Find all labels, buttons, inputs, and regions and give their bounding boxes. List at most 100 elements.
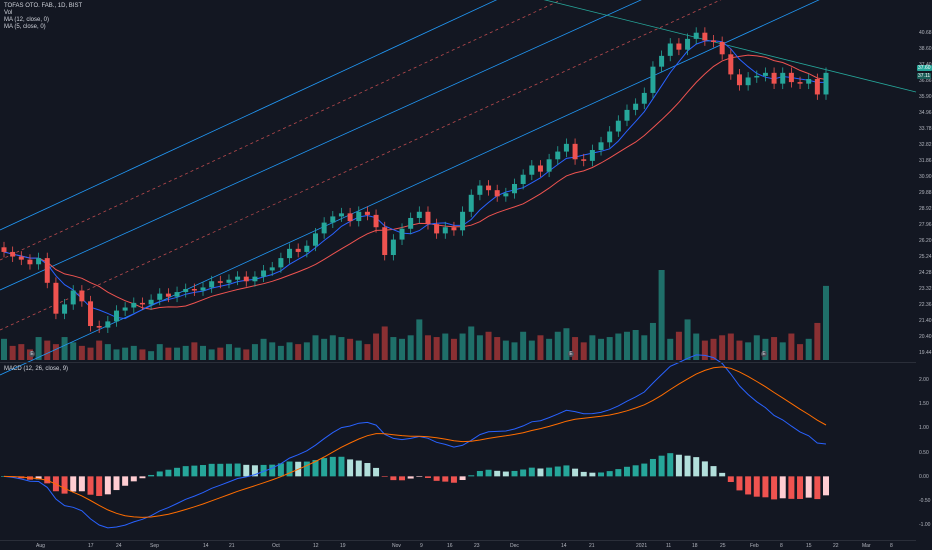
candle-body [477, 185, 483, 195]
volume-bar [598, 338, 605, 360]
volume-bar [277, 345, 284, 360]
macd-tick: -0.50 [919, 498, 931, 504]
candle-body [823, 72, 829, 95]
volume-bar [641, 335, 648, 360]
macd-histogram-bar [554, 466, 561, 477]
candle-body [451, 227, 457, 231]
macd-histogram-bar [693, 457, 700, 477]
macd-histogram-bar [70, 476, 77, 492]
volume-bar [364, 344, 371, 360]
macd-histogram-bar [182, 466, 189, 477]
candle-body [269, 267, 275, 271]
candle-body [624, 109, 630, 121]
candle-body [70, 290, 76, 305]
macd-histogram-bar [148, 474, 155, 477]
volume-bar [373, 333, 380, 360]
candle-body [338, 213, 344, 217]
volume-bar [511, 342, 518, 360]
event-marker[interactable]: E [568, 351, 574, 357]
volume-bar [823, 285, 829, 360]
macd-histogram-bar [61, 476, 68, 494]
candle-body [546, 159, 552, 172]
time-tick: 11 [666, 543, 672, 549]
volume-bar [580, 342, 587, 360]
candle-body [434, 224, 440, 234]
candle-body [390, 239, 396, 256]
volume-bar [165, 347, 172, 360]
legend-ma-fast: MA (5, close, 0) [4, 24, 46, 30]
candle-body [728, 54, 734, 75]
legend: TOFAS OTO. FAB., 1D, BIST Vol MA (12, cl… [4, 3, 82, 31]
candle-body [537, 165, 543, 172]
time-tick: Oct [272, 543, 280, 549]
volume-bar [286, 342, 293, 360]
macd-histogram-bar [407, 476, 414, 479]
candle-body [217, 281, 223, 283]
macd-histogram-bar [78, 476, 85, 492]
candle-body [157, 293, 163, 300]
candle-body [139, 302, 145, 305]
candle-body [650, 66, 656, 93]
candle-body [200, 287, 206, 291]
price-tick: 20.40 [919, 334, 932, 340]
price-tick: 26.20 [919, 238, 932, 244]
volume-bar [122, 347, 129, 360]
volume-bar [156, 344, 163, 360]
price-tick: 36.86 [919, 78, 932, 84]
candle-body [278, 258, 284, 268]
price-tick: 27.96 [919, 222, 932, 228]
volume-bar [295, 344, 302, 360]
event-marker[interactable]: E [761, 351, 767, 357]
volume-bar [52, 344, 59, 360]
volume-bar [381, 326, 388, 360]
candle-body [105, 321, 111, 328]
volume-bar [243, 349, 250, 360]
volume-bar [174, 347, 181, 360]
volume-bar [623, 331, 630, 360]
candle-body [425, 211, 431, 225]
volume-bar [494, 337, 501, 360]
macd-histogram-bar [416, 476, 423, 477]
volume-bar [753, 335, 760, 360]
volume-bar [745, 342, 752, 360]
macd-histogram-bar [424, 476, 431, 478]
volume-bar [684, 319, 691, 360]
macd-histogram-bar [641, 463, 648, 477]
volume-bar [797, 344, 804, 360]
macd-tick: 1.00 [919, 425, 929, 432]
macd-histogram-bar [632, 465, 639, 477]
candle-body [347, 213, 353, 222]
volume-bar [476, 335, 483, 360]
candle-body [252, 276, 258, 282]
macd-histogram-bar [667, 453, 674, 477]
candle-body [598, 142, 604, 151]
time-tick: Aug [36, 543, 45, 549]
candle-body [633, 103, 639, 110]
candle-body [191, 288, 197, 291]
time-axis-divider [0, 540, 916, 541]
volume-bar [139, 349, 146, 360]
volume-bar [528, 340, 535, 360]
candle-body [243, 276, 249, 282]
volume-bar [572, 337, 579, 360]
macd-histogram-bar [528, 467, 535, 477]
candle-body [88, 301, 94, 327]
candle-body [382, 227, 388, 256]
legend-symbol: TOFAS OTO. FAB., 1D, BIST [4, 3, 83, 9]
trend-line [543, 0, 917, 93]
macd-histogram-bar [347, 459, 354, 477]
macd-histogram-bar [459, 476, 466, 481]
macd-histogram-bar [598, 472, 605, 477]
event-marker[interactable]: E [29, 351, 35, 357]
macd-histogram-bar [217, 463, 224, 477]
volume-bar [416, 319, 423, 360]
volume-bar [225, 344, 232, 360]
volume-bar [788, 333, 795, 360]
macd-histogram-bar [35, 476, 42, 480]
pane-divider[interactable] [0, 362, 916, 363]
macd-histogram-bar [208, 463, 215, 477]
ma-slow-line [3, 54, 827, 310]
time-tick: 8 [890, 543, 893, 549]
candle-body [442, 227, 448, 234]
